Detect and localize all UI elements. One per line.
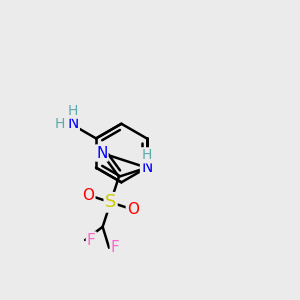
Text: O: O xyxy=(82,188,94,202)
Text: H: H xyxy=(142,148,152,162)
Text: N: N xyxy=(68,116,79,131)
Text: F: F xyxy=(87,232,96,247)
Text: H: H xyxy=(55,117,65,131)
Text: F: F xyxy=(111,240,120,255)
Text: O: O xyxy=(127,202,139,217)
Text: N: N xyxy=(96,146,107,160)
Text: H: H xyxy=(68,104,78,118)
Text: N: N xyxy=(141,160,152,175)
Text: S: S xyxy=(105,193,116,211)
